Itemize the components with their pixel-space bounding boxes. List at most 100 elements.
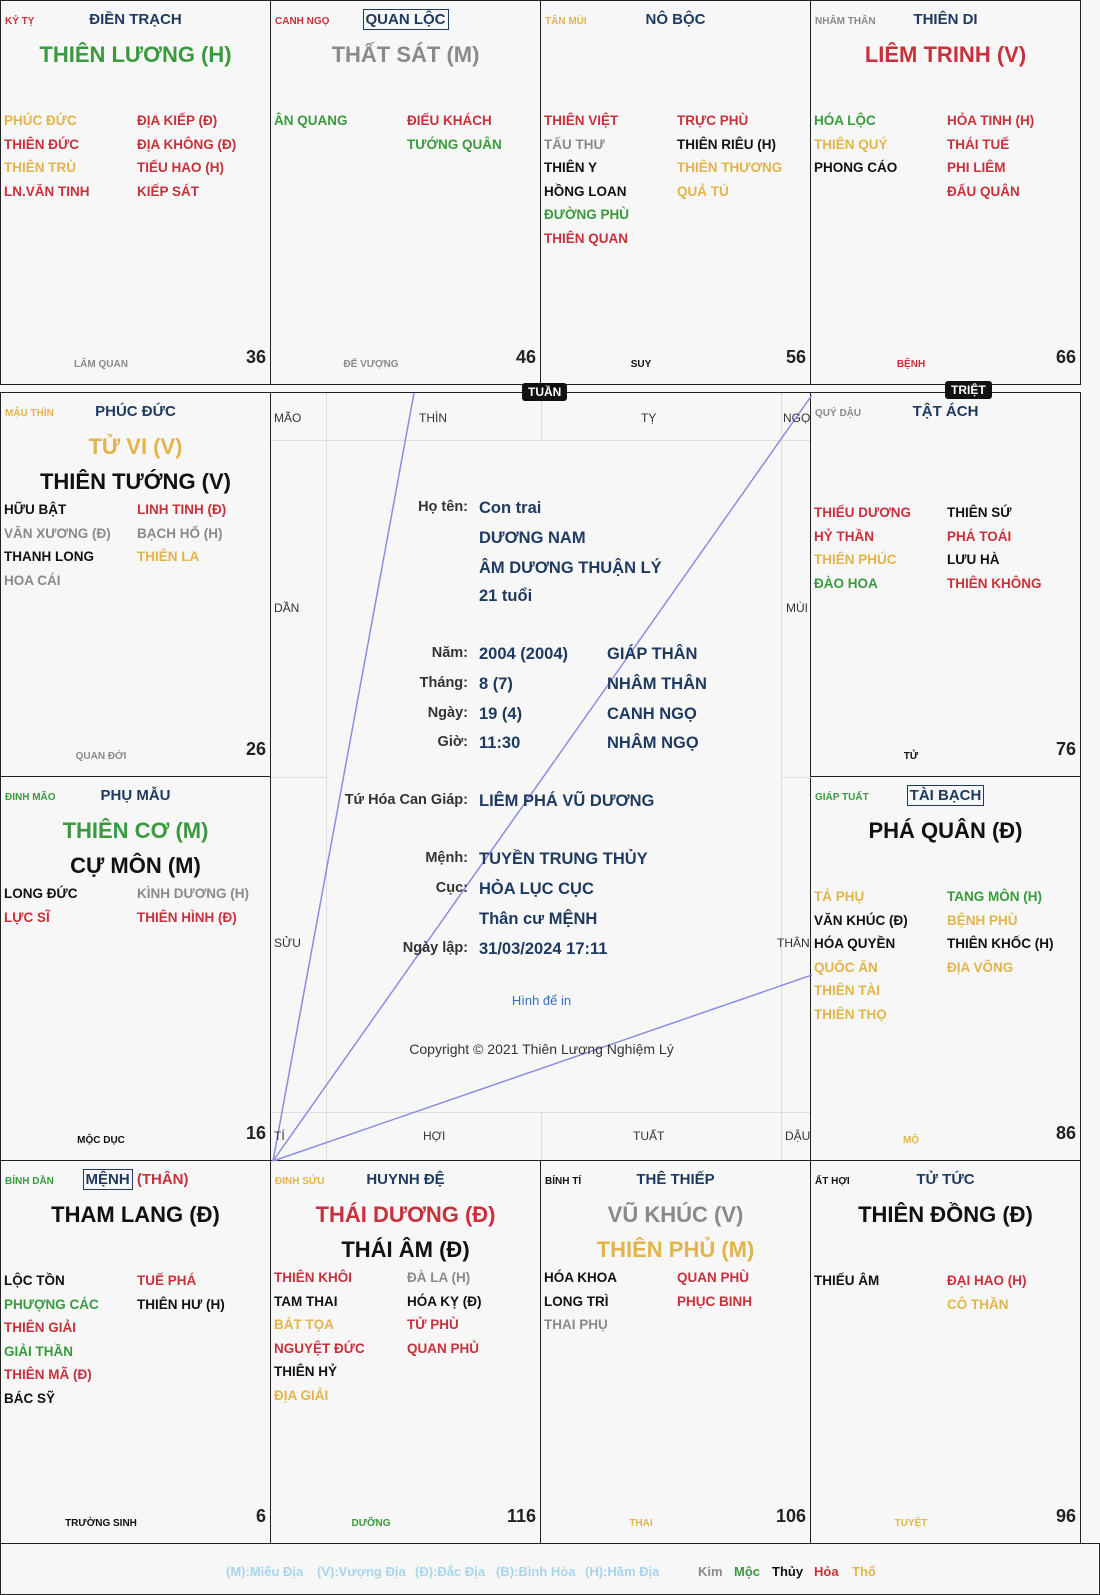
minor-star: GIẢI THẦN	[4, 1343, 73, 1359]
main-star: CỰ MÔN (M)	[70, 853, 201, 878]
minor-star: TIỂU HAO (H)	[137, 160, 224, 175]
legend-binh: (B):Bình Hòa	[496, 1564, 576, 1579]
age-number: 66	[1055, 347, 1076, 367]
minor-star: HOA CÁI	[4, 572, 61, 588]
can-chi: MẬU THÌN	[5, 408, 54, 419]
minor-star: THIÊN QUÝ	[814, 136, 888, 152]
palace-name: QUAN LỘC	[362, 9, 449, 30]
minor-star: THIÊN ĐỨC	[4, 136, 79, 152]
age-number: 36	[245, 347, 266, 367]
can-chi: CANH NGỌ	[275, 16, 330, 27]
palace-name: MỆNH	[82, 1169, 133, 1190]
month-canchi: NHÂM THÂN	[607, 675, 707, 693]
branch-dau: DẬU	[785, 1129, 811, 1143]
age-value: 21 tuổi	[479, 587, 533, 605]
age-number: 86	[1055, 1123, 1076, 1143]
palace-cell[interactable]: TÂN MÙI NÔ BỘC THIÊN VIỆT TẤU THƯ THIÊN Y HỒN…	[540, 0, 811, 385]
minor-star: HỒNG LOAN	[544, 183, 627, 199]
palace-name: NÔ BỘC	[645, 11, 706, 28]
legend-dac: (Đ):Đắc Địa	[415, 1564, 486, 1579]
minor-star: ĐIẾU KHÁCH	[407, 113, 492, 128]
minor-star: THIÊN VIỆT	[544, 113, 619, 128]
can-chi: ẤT HỢI	[815, 1176, 850, 1187]
main-star: THIÊN TƯỚNG (V)	[39, 469, 231, 494]
triet-badge: TRIỆT	[945, 381, 992, 399]
date-value: 31/03/2024 17:11	[479, 940, 608, 958]
palace-name: ĐIỀN TRẠCH	[89, 11, 182, 28]
minor-star: LINH TINH (Đ)	[137, 502, 227, 517]
minor-star: LONG ĐỨC	[4, 886, 78, 901]
minor-star: BÁT TỌA	[274, 1317, 334, 1332]
minor-star: HÓA LỘC	[814, 113, 876, 128]
minor-star: PHƯỢNG CÁC	[4, 1296, 99, 1312]
minor-star: THIÊN MÃ (Đ)	[4, 1367, 92, 1382]
branch-ty: TỴ	[641, 411, 657, 425]
life-stage: MỘC DỤC	[77, 1135, 125, 1146]
than-marker: (THÂN)	[136, 1171, 189, 1188]
palace-cell[interactable]: BÍNH DẦN MỆNH (THÂN) THAM LANG (Đ) LỘC TỒN P…	[0, 1160, 271, 1544]
palace-cell[interactable]: MẬU THÌN PHÚC ĐỨC TỬ VI (V) THIÊN TƯỚNG (V)…	[0, 392, 271, 777]
minor-star: VĂN KHÚC (Đ)	[814, 912, 908, 928]
palace-cell[interactable]: ẤT HỢI TỬ TỨC THIÊN ĐỒNG (Đ) THIẾU ÂM ĐẠI HA…	[810, 1160, 1081, 1544]
can-chi: ĐINH MÃO	[5, 792, 56, 803]
date-label: Ngày lập:	[402, 940, 468, 956]
minor-star: PHÚC ĐỨC	[4, 113, 77, 128]
minor-star: BỆNH PHÙ	[947, 912, 1018, 928]
minor-star: CÔ THẦN	[947, 1296, 1009, 1312]
minor-star: HÓA KỴ (Đ)	[407, 1293, 482, 1309]
legend-tho: Thổ	[852, 1564, 876, 1579]
minor-star: PHỤC BINH	[677, 1293, 753, 1309]
menh-value: TUYỀN TRUNG THỦY	[479, 850, 648, 868]
palace-cell[interactable]: ĐINH MÃO PHỤ MẪU THIÊN CƠ (M) CỰ MÔN (M) LON…	[0, 776, 271, 1161]
print-link[interactable]: Hình để in	[511, 993, 572, 1008]
minor-star: HỎA TINH (H)	[947, 113, 1035, 128]
minor-star: ĐẤU QUÂN	[947, 183, 1020, 199]
cuc-value: HỎA LỤC CỤC	[479, 880, 594, 898]
life-stage: LÂM QUAN	[74, 359, 128, 370]
life-stage: MỘ	[902, 1135, 920, 1146]
minor-star: THÁI TUẾ	[947, 136, 1010, 152]
month-label: Tháng:	[419, 675, 468, 691]
can-chi: KỶ TỴ	[5, 16, 35, 27]
minor-star: HÓA KHOA	[544, 1270, 617, 1285]
minor-star: ĐỊA VÕNG	[947, 959, 1014, 975]
palace-cell[interactable]: NHÂM THÂN THIÊN DI LIÊM TRINH (V) HÓA LỘC TH…	[810, 0, 1081, 385]
minor-star: LƯU HÀ	[947, 552, 1000, 567]
palace-cell[interactable]: QUÝ DẬU TẬT ÁCH THIẾU DƯƠNG HỶ THẦN THIÊN PH…	[810, 392, 1081, 777]
palace-cell[interactable]: ĐINH SỬU HUYNH ĐỆ THÁI DƯƠNG (Đ) THÁI ÂM (Đ…	[270, 1160, 541, 1544]
palace-name: PHÚC ĐỨC	[95, 403, 176, 420]
branch-mao: MÃO	[274, 411, 302, 425]
age-number: 116	[506, 1506, 536, 1526]
can-chi: QUÝ DẬU	[815, 408, 862, 419]
hour-canchi: NHÂM NGỌ	[607, 734, 699, 752]
palace-name: PHỤ MẪU	[100, 787, 171, 804]
minor-star: PHI LIÊM	[947, 160, 1006, 175]
main-star: THÁI DƯƠNG (Đ)	[315, 1202, 496, 1227]
minor-star: TAM THAI	[274, 1293, 338, 1309]
minor-star: TRỰC PHÙ	[677, 113, 749, 128]
minor-star: LN.VĂN TINH	[4, 183, 90, 199]
can-chi: ĐINH SỬU	[275, 1176, 325, 1187]
palace-cell[interactable]: CANH NGỌ QUAN LỘC THẤT SÁT (M) ÂN QUANG ĐIẾU…	[270, 0, 541, 385]
can-chi: NHÂM THÂN	[815, 16, 876, 27]
amduong-value: ÂM DƯƠNG THUẬN LÝ	[479, 559, 662, 577]
main-star: THÁI ÂM (Đ)	[341, 1237, 470, 1262]
branch-ti: TÍ	[274, 1129, 285, 1143]
main-star: THẤT SÁT (M)	[331, 42, 480, 67]
name-label: Họ tên:	[418, 499, 468, 515]
minor-star: ĐỊA KIẾP (Đ)	[137, 113, 218, 128]
palace-cell[interactable]: BÍNH TÍ THÊ THIẾP VŨ KHÚC (V) THIÊN PHỦ (M)…	[540, 1160, 811, 1544]
legend-vuong: (V):Vượng Địa	[317, 1564, 406, 1579]
minor-star: THIẾU ÂM	[814, 1273, 880, 1288]
year-value: 2004 (2004)	[479, 645, 568, 663]
life-stage: TRƯỜNG SINH	[65, 1518, 137, 1529]
year-canchi: GIÁP THÂN	[607, 645, 698, 663]
palace-cell[interactable]: GIÁP TUẤT TÀI BẠCH PHÁ QUÂN (Đ) TẢ PHỤ VĂN K…	[810, 776, 1081, 1161]
branch-tuat: TUẤT	[633, 1129, 665, 1143]
minor-star: TUẾ PHÁ	[137, 1273, 197, 1288]
minor-star: ÂN QUANG	[274, 113, 348, 128]
minor-star: ĐẠI HAO (H)	[947, 1273, 1027, 1288]
palace-cell[interactable]: KỶ TỴ ĐIỀN TRẠCH THIÊN LƯƠNG (H) PHÚC ĐỨC TH…	[0, 0, 271, 385]
minor-star: VĂN XƯƠNG (Đ)	[4, 525, 111, 541]
minor-star: THIÊN HÌNH (Đ)	[137, 909, 237, 925]
